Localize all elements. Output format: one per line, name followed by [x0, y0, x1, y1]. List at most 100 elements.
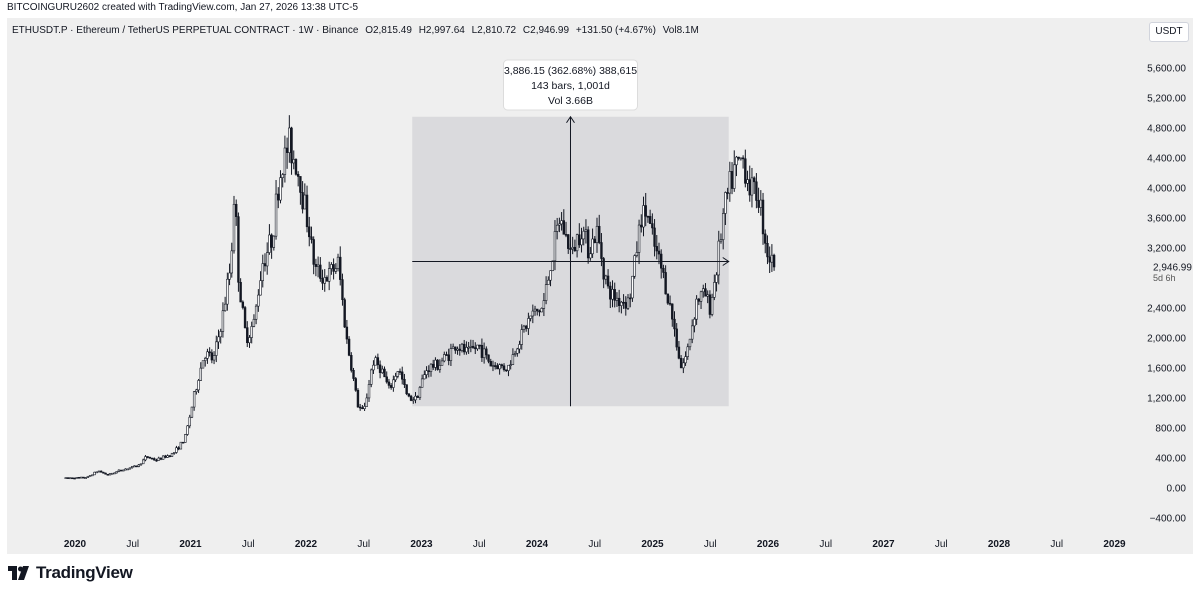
candle-body: [175, 447, 178, 453]
measure-right-arrow-icon: [722, 257, 730, 266]
candle-body: [529, 315, 532, 319]
candle-body: [241, 301, 245, 308]
candle: [730, 162, 734, 195]
candle-body: [589, 253, 592, 259]
measure-label-box[interactable]: [502, 59, 638, 111]
candle: [589, 246, 592, 261]
candle-body: [772, 254, 776, 268]
candle: [363, 402, 366, 411]
candle: [478, 344, 481, 350]
candle-body: [620, 301, 623, 306]
candle-body: [352, 369, 355, 379]
candle-body: [137, 464, 141, 467]
currency-button[interactable]: USDT: [1149, 22, 1189, 42]
candle-body: [414, 395, 417, 401]
candle: [86, 475, 90, 478]
candle: [248, 335, 251, 348]
candle: [750, 167, 754, 208]
candle: [219, 328, 222, 344]
candle: [766, 235, 769, 265]
candle-body: [744, 158, 747, 184]
candle-body: [290, 127, 293, 164]
candle: [414, 392, 417, 404]
candle-body: [153, 458, 156, 461]
tradingview-brand[interactable]: TradingView: [8, 563, 133, 583]
candle-body: [615, 297, 619, 301]
candle-body: [423, 374, 426, 380]
candle: [538, 309, 541, 317]
candle-body: [562, 220, 566, 235]
candle: [246, 321, 249, 348]
candle: [270, 233, 273, 259]
candle: [640, 214, 643, 233]
candle: [398, 368, 402, 376]
candle-body: [208, 351, 211, 354]
candle: [130, 465, 134, 469]
candle-body: [721, 213, 725, 240]
candle-body: [122, 469, 125, 472]
candle: [257, 289, 260, 312]
candle-body: [66, 477, 70, 479]
candle-body: [235, 203, 238, 217]
measure-up-arrow-icon: [566, 115, 575, 124]
candle-body: [558, 223, 561, 226]
candle-body: [651, 223, 654, 229]
candle: [179, 441, 183, 450]
candle: [356, 388, 360, 408]
candle: [733, 150, 736, 192]
candle-body: [64, 477, 67, 479]
candle: [111, 472, 114, 475]
candle: [702, 284, 705, 298]
candle: [427, 365, 430, 378]
candle: [325, 275, 329, 282]
candle: [631, 275, 634, 302]
candle: [91, 474, 94, 477]
candle-body: [279, 177, 282, 201]
candle: [119, 469, 123, 472]
candle: [715, 272, 718, 292]
candle: [761, 192, 765, 245]
candle: [228, 263, 231, 286]
legend-open: O2,815.49: [365, 25, 412, 36]
candle-body: [657, 250, 661, 255]
y-tick-label: 1,600.00: [1147, 364, 1186, 375]
candle: [383, 366, 386, 378]
candle: [102, 471, 105, 474]
candle-body: [482, 348, 486, 358]
candle-body: [212, 355, 216, 361]
candle-body: [580, 238, 583, 246]
candle-body: [237, 216, 240, 283]
candle: [516, 347, 519, 357]
candle-body: [513, 353, 517, 355]
candle: [157, 456, 160, 461]
candle: [518, 340, 521, 354]
candle-body: [613, 289, 616, 301]
candle-body: [498, 364, 501, 370]
last-price-tag: [1147, 258, 1189, 283]
candle: [250, 321, 253, 344]
candle-body: [334, 268, 338, 272]
candle: [82, 476, 85, 479]
candle: [648, 209, 652, 224]
candle-body: [755, 181, 758, 201]
y-tick-label: 2,400.00: [1147, 304, 1186, 315]
candle-body: [573, 246, 577, 252]
candle: [347, 336, 351, 357]
legend-symbol[interactable]: ETHUSDT.P · Ethereum / TetherUS PERPETUA…: [12, 25, 359, 36]
candle-body: [77, 477, 81, 479]
candle-body: [460, 343, 464, 351]
candle-body: [761, 199, 765, 235]
candle-body: [770, 254, 774, 263]
candle: [586, 226, 590, 264]
candle-body: [542, 300, 546, 309]
candle: [755, 173, 758, 209]
candle-body: [277, 193, 280, 201]
candle-body: [637, 224, 641, 253]
candle: [737, 156, 740, 161]
candle: [480, 338, 484, 362]
candle-body: [440, 360, 444, 366]
candle-body: [726, 192, 729, 194]
candle-body: [274, 193, 278, 237]
candle: [392, 375, 395, 392]
